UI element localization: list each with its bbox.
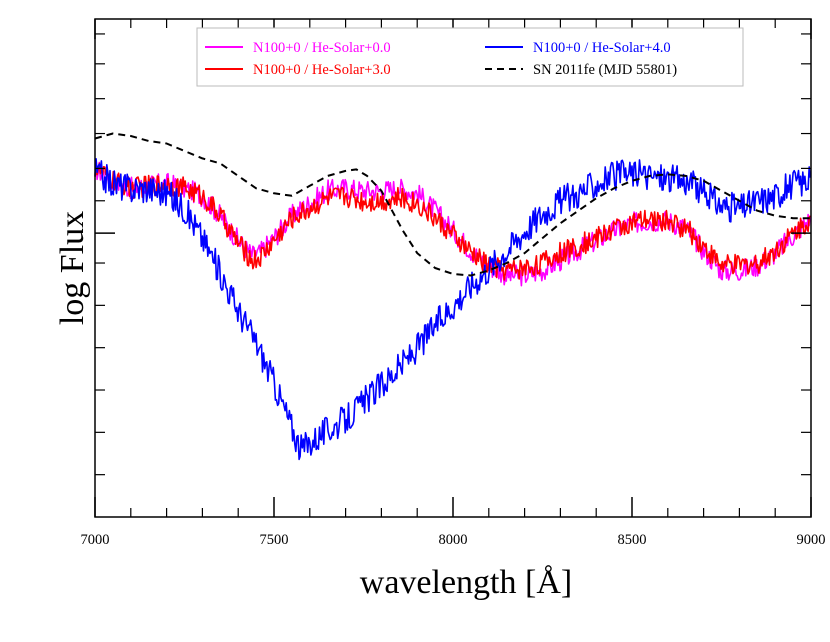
x-tick-label: 8500	[618, 532, 647, 548]
series-line-3	[94, 132, 811, 277]
series-line-1	[94, 162, 811, 281]
series-line-0	[95, 159, 812, 287]
legend-label-3: SN 2011fe (MJD 55801)	[533, 62, 677, 78]
legend-label-2: N100+0 / He-Solar+4.0	[533, 40, 671, 56]
legend-box	[196, 27, 744, 87]
plot-frame	[94, 18, 812, 518]
legend: N100+0 / He-Solar+0.0 N100+0 / He-Solar+3…	[196, 27, 744, 87]
legend-label-0: N100+0 / He-Solar+0.0	[253, 40, 391, 56]
series-layer	[94, 132, 812, 461]
x-tick-label: 9000	[797, 532, 826, 548]
x-axis-label: wavelength [Å]	[360, 564, 572, 601]
x-tick-label: 7500	[260, 532, 289, 548]
y-axis-label: log Flux	[54, 211, 91, 325]
tick-layer: 7000 7500 8000 8500 9000	[81, 19, 826, 548]
x-tick-label: 7000	[81, 532, 110, 548]
x-tick-label: 8000	[439, 532, 468, 548]
series-line-2	[94, 158, 812, 461]
legend-label-1: N100+0 / He-Solar+3.0	[253, 62, 391, 78]
